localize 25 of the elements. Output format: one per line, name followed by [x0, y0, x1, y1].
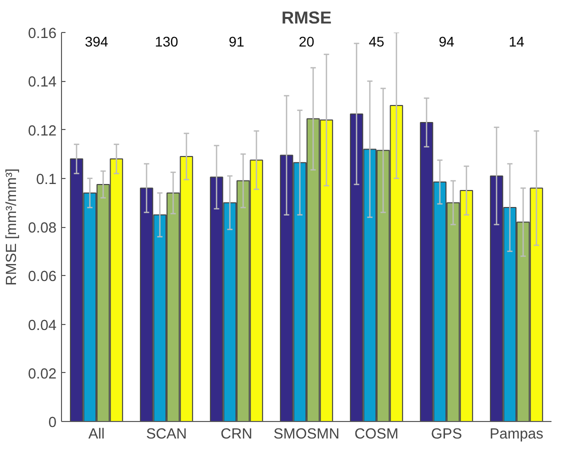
- y-tick-label: 0.1: [36, 172, 56, 188]
- x-tick-label: CRN: [220, 426, 252, 442]
- y-tick-label: 0.08: [28, 220, 57, 236]
- x-tick-label: SMOSMN: [274, 426, 340, 442]
- annotation: 45: [368, 34, 384, 50]
- annotation: 94: [438, 34, 454, 50]
- x-tick-label: SCAN: [146, 426, 187, 442]
- chart-title: RMSE: [281, 8, 332, 28]
- y-tick-label: 0.04: [28, 318, 57, 334]
- y-tick-label: 0: [48, 415, 57, 431]
- y-axis-title: RMSE [mm³/mm³]: [4, 168, 20, 286]
- y-tick-label: 0.02: [28, 366, 57, 382]
- y-tick-label: 0.06: [28, 269, 57, 286]
- annotation: 394: [84, 34, 108, 50]
- y-tick-label: 0.16: [28, 26, 57, 42]
- x-tick-label: GPS: [431, 426, 462, 442]
- y-tick-label: 0.12: [28, 123, 57, 140]
- x-tick-label: All: [88, 426, 105, 442]
- y-tick-label: 0.14: [28, 74, 57, 91]
- annotation: 91: [228, 34, 244, 50]
- x-tick-label: Pampas: [490, 426, 544, 442]
- annotation: 14: [508, 34, 524, 50]
- annotation: 130: [154, 34, 178, 50]
- annotation: 20: [298, 34, 314, 50]
- x-tick-label: COSM: [354, 426, 398, 442]
